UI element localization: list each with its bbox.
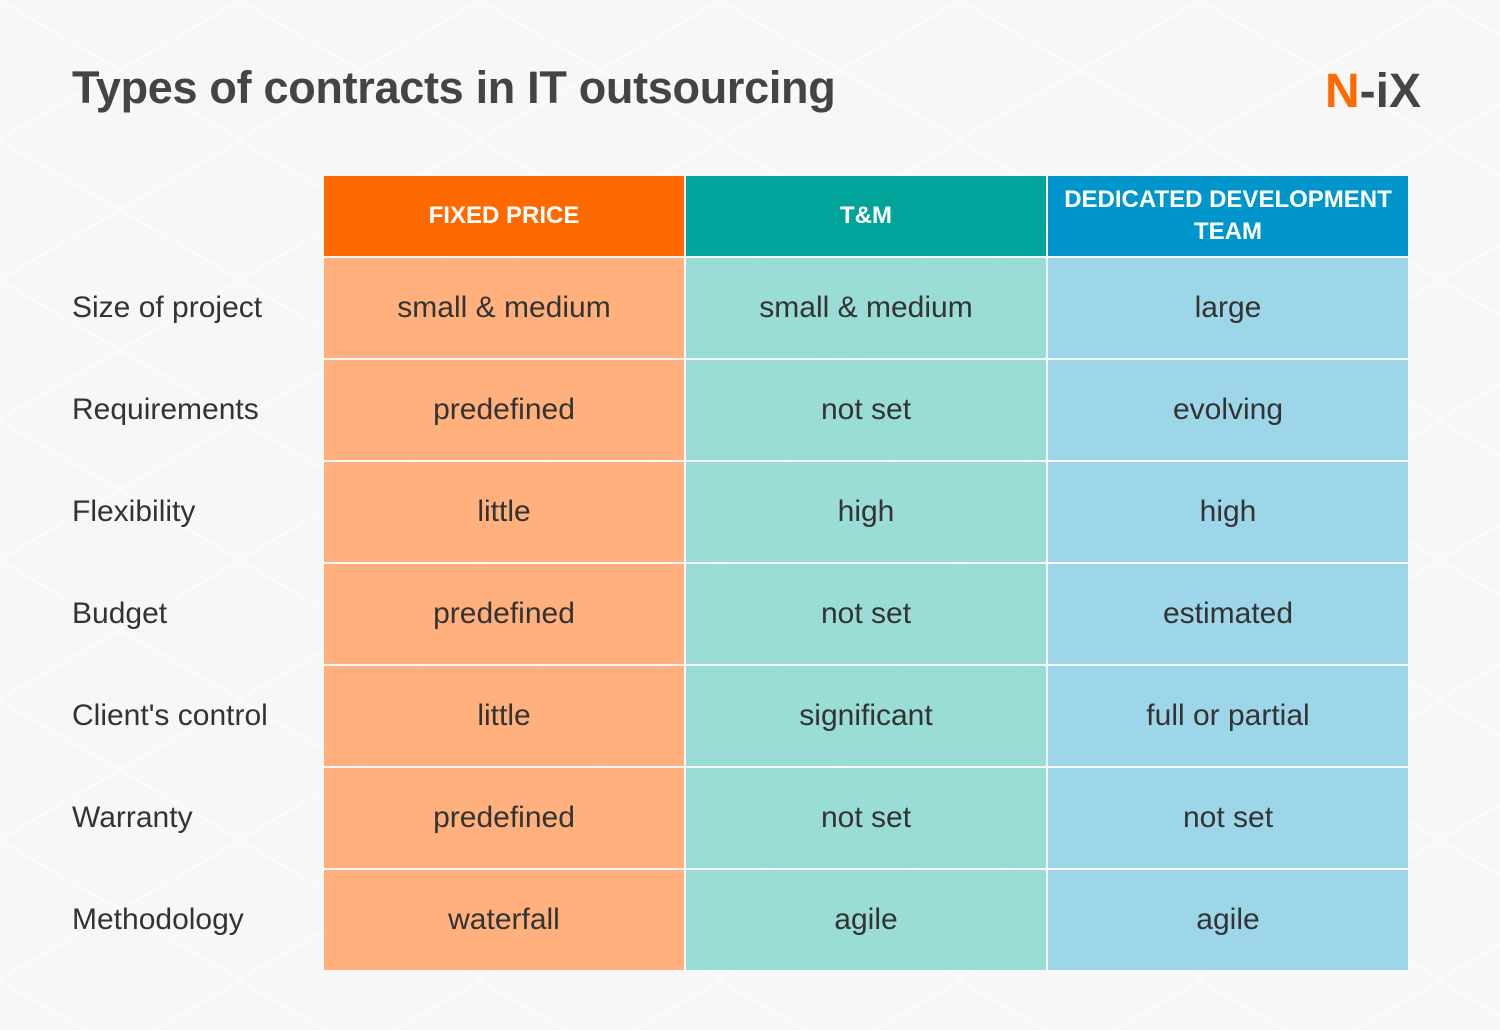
column-header: FIXED PRICE (324, 176, 684, 256)
table-cell: not set (686, 768, 1046, 868)
row-label: Requirements (72, 393, 259, 426)
table-cell: predefined (324, 360, 684, 460)
table-cell: small & medium (324, 258, 684, 358)
table-cell: small & medium (686, 258, 1046, 358)
table-cell: significant (686, 666, 1046, 766)
table-cell: predefined (324, 564, 684, 664)
table-cell: not set (686, 564, 1046, 664)
column-header: T&M (686, 176, 1046, 256)
row-label: Budget (72, 597, 168, 630)
table-cell: waterfall (324, 870, 684, 970)
table-cell: little (324, 666, 684, 766)
table-cell: full or partial (1048, 666, 1408, 766)
table-cell: estimated (1048, 564, 1408, 664)
table-cell: high (686, 462, 1046, 562)
table-cell: large (1048, 258, 1408, 358)
table-cell: evolving (1048, 360, 1408, 460)
table-cell: not set (1048, 768, 1408, 868)
column-header: DEDICATED DEVELOPMENT TEAM (1048, 176, 1408, 256)
table-cell: little (324, 462, 684, 562)
row-label: Warranty (72, 801, 193, 834)
table-cell: agile (1048, 870, 1408, 970)
row-label: Methodology (72, 903, 244, 936)
row-label: Client's control (72, 699, 268, 732)
row-label: Size of project (72, 291, 263, 324)
table-cell: high (1048, 462, 1408, 562)
table-cell: not set (686, 360, 1046, 460)
table-cell: agile (686, 870, 1046, 970)
page-title: Types of contracts in IT outsourcing (72, 62, 836, 113)
row-label: Flexibility (72, 495, 196, 528)
table-cell: predefined (324, 768, 684, 868)
n-ix-logo: N-iX (1325, 65, 1422, 118)
